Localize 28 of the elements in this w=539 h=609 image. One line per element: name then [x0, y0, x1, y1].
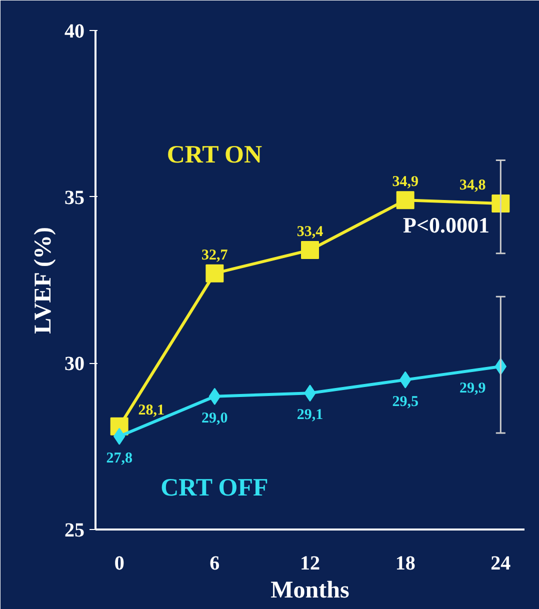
- x-tick-label: 18: [395, 552, 416, 574]
- data-label: 29,9: [460, 380, 486, 396]
- y-axis-title: LVEF (%): [30, 226, 56, 334]
- x-tick-label: 12: [300, 552, 320, 574]
- data-label: 34,8: [460, 177, 486, 194]
- y-tick-label: 25: [64, 520, 84, 542]
- data-label: 28,1: [138, 402, 164, 418]
- point: [301, 241, 319, 260]
- point: [396, 191, 414, 210]
- y-tick-label: 30: [64, 353, 84, 376]
- y-tick-label: 40: [64, 20, 84, 42]
- data-label: 32,7: [202, 247, 228, 264]
- data-label: 27,8: [106, 450, 132, 466]
- data-label: 29,5: [392, 394, 418, 410]
- data-label: 29,1: [296, 407, 324, 424]
- x-axis-title: Months: [270, 578, 350, 604]
- text: CRT OFF: [160, 474, 268, 502]
- data-label: 29,0: [202, 410, 228, 426]
- data-label: 33,4: [296, 224, 324, 240]
- x-tick-label: 0: [114, 552, 124, 574]
- annotation: P<0.0001: [403, 212, 490, 238]
- y-tick-label: 35: [64, 186, 84, 209]
- point: [492, 194, 510, 212]
- point: [206, 264, 224, 282]
- text: CRT ON: [166, 142, 262, 169]
- x-tick-label: 6: [210, 552, 220, 574]
- x-tick-label: 24: [490, 552, 511, 574]
- data-label: 34,9: [392, 174, 418, 190]
